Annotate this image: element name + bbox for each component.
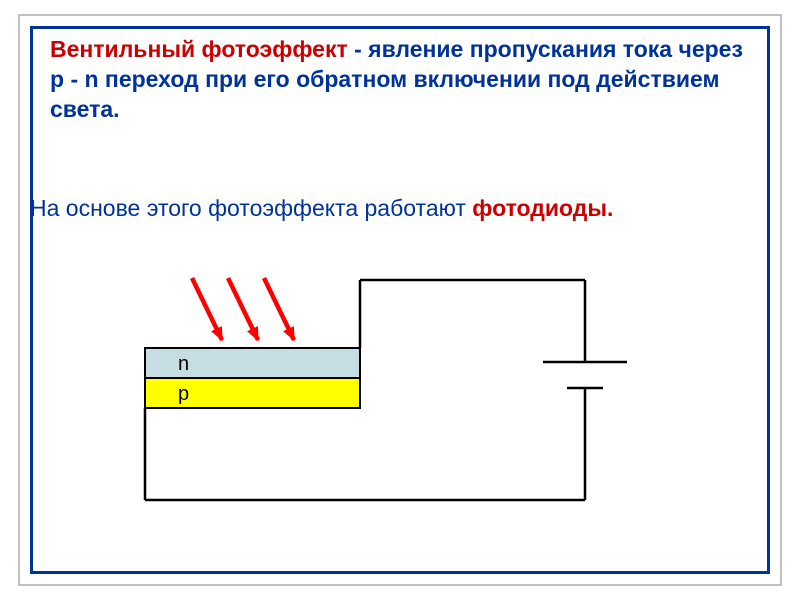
svg-text:n: n [178,353,189,375]
subtitle-pre: На основе этого фотоэффекта работают [30,195,472,221]
title-emphasis: Вентильный фотоэффект [50,36,348,62]
light-label: свет [215,248,259,274]
photodiode-diagram: np свет [30,230,770,560]
title-paragraph: Вентильный фотоэффект - явление пропуска… [50,35,750,125]
subtitle-paragraph: На основе этого фотоэффекта работают фот… [30,195,770,222]
subtitle-emphasis: фотодиоды. [472,195,613,221]
svg-text:p: p [178,383,189,405]
